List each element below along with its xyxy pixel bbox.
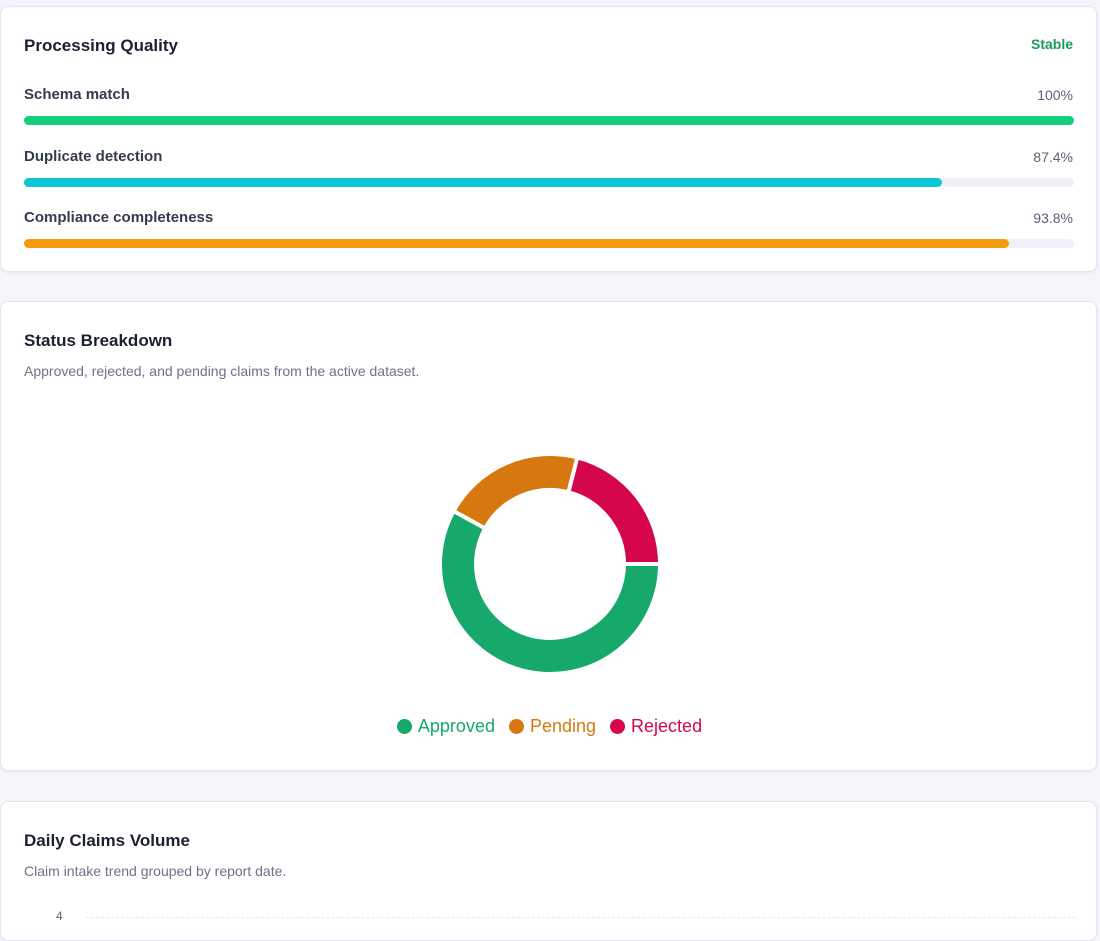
status-breakdown-subtitle: Approved, rejected, and pending claims f… (24, 363, 420, 379)
donut-slice-approved[interactable] (438, 508, 663, 676)
daily-claims-volume-card: Daily Claims Volume Claim intake trend g… (0, 801, 1097, 941)
legend-item-approved[interactable]: Approved (396, 716, 495, 737)
progress-track-duplicate-detection (24, 178, 1074, 187)
legend-item-rejected[interactable]: Rejected (610, 716, 702, 737)
progress-fill-compliance-completeness (24, 239, 1009, 248)
progress-track-schema-match (24, 116, 1074, 125)
status-donut-chart (438, 452, 663, 676)
progress-fill-schema-match (24, 116, 1074, 125)
legend-item-pending[interactable]: Pending (508, 716, 597, 737)
donut-slice-rejected[interactable] (565, 455, 663, 566)
legend-dot-approved (396, 719, 412, 734)
legend-dot-pending (508, 719, 524, 734)
y-axis-tick-label: 4 (56, 909, 63, 923)
legend-label-approved: Approved (417, 716, 495, 736)
donut-legend: Approved Pending Rejected (1, 716, 1098, 737)
legend-label-rejected: Rejected (631, 716, 703, 736)
metric-value-schema-match: 100% (1037, 87, 1073, 103)
quality-status-badge: Stable (1030, 36, 1073, 52)
progress-fill-duplicate-detection (24, 178, 942, 187)
metric-label-schema-match: Schema match (24, 86, 130, 103)
metric-value-compliance-completeness: 93.8% (1033, 210, 1073, 226)
status-breakdown-card: Status Breakdown Approved, rejected, and… (0, 301, 1097, 771)
donut-slice-pending[interactable] (450, 452, 580, 532)
metric-value-duplicate-detection: 87.4% (1033, 149, 1073, 165)
legend-label-pending: Pending (529, 716, 597, 736)
progress-track-compliance-completeness (24, 239, 1074, 248)
status-breakdown-title: Status Breakdown (24, 331, 173, 350)
legend-dot-rejected (610, 719, 626, 734)
daily-claims-volume-subtitle: Claim intake trend grouped by report dat… (24, 863, 287, 879)
chart-gridline (86, 917, 1076, 918)
processing-quality-title: Processing Quality (24, 36, 178, 55)
metric-label-duplicate-detection: Duplicate detection (24, 148, 163, 165)
metric-label-compliance-completeness: Compliance completeness (24, 209, 214, 226)
processing-quality-card: Processing Quality Stable Schema match 1… (0, 6, 1097, 272)
daily-claims-volume-title: Daily Claims Volume (24, 831, 190, 850)
